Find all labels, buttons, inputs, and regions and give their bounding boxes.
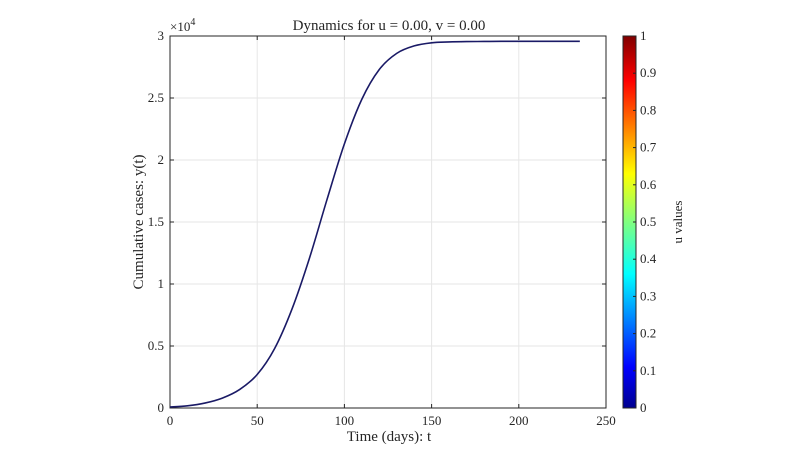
colorbar-tick-label: 0 [640, 400, 647, 415]
y-multiplier-base: ×10 [170, 19, 190, 34]
colorbar-label: u values [670, 201, 685, 244]
figure-frame [110, 0, 690, 450]
colorbar-tick-label: 0.8 [640, 102, 656, 117]
colorbar-tick-label: 0.2 [640, 326, 656, 341]
colorbar-tick-label: 0.1 [640, 363, 656, 378]
chart-title: Dynamics for u = 0.00, v = 0.00 [293, 18, 486, 34]
colorbar-tick-label: 0.6 [640, 177, 657, 192]
y-axis-multiplier: ×104 [170, 17, 195, 34]
grid-lines [169, 35, 607, 409]
x-tick-label: 50 [251, 413, 264, 428]
colorbar-tick-label: 0.3 [640, 288, 656, 303]
axis-ticks: 0 50 100 150 200 250 0 0.5 1 1.5 2 2.5 3 [148, 28, 616, 428]
colorbar-tick-label: 1 [640, 28, 647, 43]
y-axis-label: Cumulative cases: y(t) [131, 155, 147, 290]
x-tick-label: 0 [167, 413, 174, 428]
x-tick-label: 150 [422, 413, 442, 428]
x-tick-label: 250 [596, 413, 616, 428]
colorbar-tick-label: 0.7 [640, 140, 657, 155]
y-multiplier-exponent: 4 [190, 17, 195, 28]
colorbar-tick-label: 0.4 [640, 251, 657, 266]
y-tick-label: 1.5 [148, 214, 164, 229]
x-tick-label: 200 [509, 413, 529, 428]
left-margin [0, 0, 110, 450]
colorbar-ticks: 0 0.1 0.2 0.3 0.4 0.5 0.6 0.7 0.8 0.9 1 [633, 28, 657, 415]
colorbar-tick-label: 0.9 [640, 65, 656, 80]
y-tick-label: 3 [158, 28, 165, 43]
y-tick-label: 2.5 [148, 90, 164, 105]
y-tick-label: 0 [158, 400, 165, 415]
colorbar-tick-label: 0.5 [640, 214, 656, 229]
y-tick-label: 1 [158, 276, 165, 291]
series-line [169, 40, 580, 408]
y-tick-label: 2 [158, 152, 165, 167]
right-margin [690, 0, 800, 450]
x-tick-label: 100 [335, 413, 355, 428]
x-axis-label: Time (days): t [347, 429, 432, 445]
y-tick-label: 0.5 [148, 338, 164, 353]
